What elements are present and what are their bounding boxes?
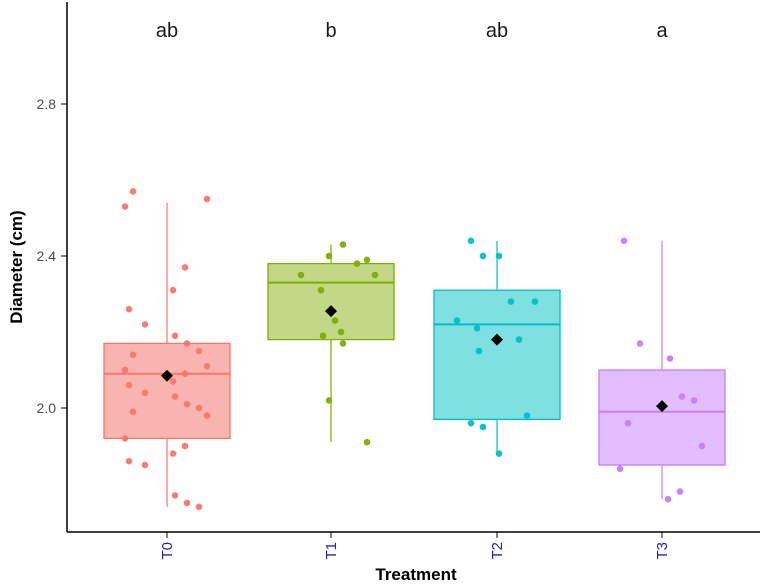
data-point (495, 450, 503, 457)
data-point (121, 366, 129, 374)
data-point (363, 256, 371, 264)
data-point (141, 389, 149, 397)
data-point (636, 340, 644, 347)
data-point (507, 298, 515, 305)
x-tick-label: T2 (489, 542, 506, 560)
box-layer (103, 202, 726, 507)
data-point (141, 461, 149, 469)
y-axis-title: Diameter (cm) (7, 210, 26, 323)
data-point (129, 188, 137, 195)
y-tick-label: 2.0 (37, 400, 57, 416)
data-point (678, 393, 686, 400)
data-point (339, 340, 347, 347)
data-point (129, 351, 137, 359)
box-t3 (598, 369, 726, 466)
data-point (475, 347, 483, 355)
point-layer (121, 188, 706, 511)
data-point (195, 503, 203, 511)
mean-marker (491, 333, 503, 346)
letter-layer: ab b ab a (156, 20, 669, 42)
data-point (171, 332, 179, 340)
data-point (171, 393, 179, 400)
mean-marker (656, 400, 668, 413)
data-point (183, 400, 191, 408)
data-point (495, 252, 503, 260)
data-point (467, 237, 475, 245)
x-tick-label: T0 (159, 542, 176, 560)
data-point (363, 438, 371, 446)
data-point (141, 321, 149, 328)
data-point (676, 488, 684, 495)
data-point (479, 252, 487, 260)
y-tick-label: 2.4 (37, 248, 57, 264)
data-point (181, 264, 189, 271)
data-point (171, 492, 179, 499)
data-point (339, 241, 347, 248)
data-point (473, 324, 481, 332)
data-point (467, 419, 475, 427)
data-point (121, 203, 129, 210)
data-point (181, 442, 189, 450)
data-point (121, 435, 129, 442)
data-point (129, 408, 137, 416)
significance-letter: ab (486, 20, 508, 42)
x-tick-label: T3 (654, 542, 671, 560)
data-point (453, 317, 461, 324)
data-point (325, 397, 333, 404)
data-point (353, 260, 361, 267)
data-point (125, 381, 133, 389)
data-point (195, 347, 203, 355)
data-point (183, 340, 191, 347)
data-point (371, 271, 379, 279)
data-point (125, 305, 133, 313)
data-point (169, 378, 177, 385)
data-point (515, 336, 523, 343)
data-point (169, 286, 177, 294)
data-point (181, 370, 189, 378)
data-point (169, 450, 177, 457)
significance-letter: a (656, 20, 668, 42)
data-point (125, 457, 133, 465)
data-point (319, 332, 327, 340)
data-point (620, 237, 628, 245)
data-point (523, 412, 531, 419)
mean-marker (325, 305, 337, 318)
data-point (664, 495, 672, 503)
data-point (698, 442, 706, 450)
data-point (337, 328, 345, 336)
mean-marker (161, 369, 173, 382)
data-point (203, 195, 211, 203)
box-t2 (433, 289, 561, 421)
x-tick-label: T1 (323, 542, 340, 560)
significance-letter: b (325, 20, 336, 42)
significance-letter: ab (156, 20, 178, 42)
data-point (616, 465, 624, 473)
data-point (331, 317, 339, 324)
data-point (479, 423, 487, 431)
data-point (325, 252, 333, 260)
x-axis-title: Treatment (375, 565, 457, 584)
y-gridline-layer: 2.0 2.4 2.8 T0 T1 T2 T3 (37, 96, 671, 560)
data-point (297, 271, 305, 279)
data-point (203, 362, 211, 370)
data-point (690, 397, 698, 404)
y-tick-label: 2.8 (37, 96, 57, 112)
data-point (666, 355, 674, 362)
data-point (624, 419, 632, 427)
data-point (195, 404, 203, 412)
data-point (203, 412, 211, 419)
mean-layer (161, 305, 668, 413)
data-point (531, 298, 539, 305)
box-t0 (103, 342, 231, 440)
data-point (317, 286, 325, 294)
data-point (183, 499, 191, 507)
